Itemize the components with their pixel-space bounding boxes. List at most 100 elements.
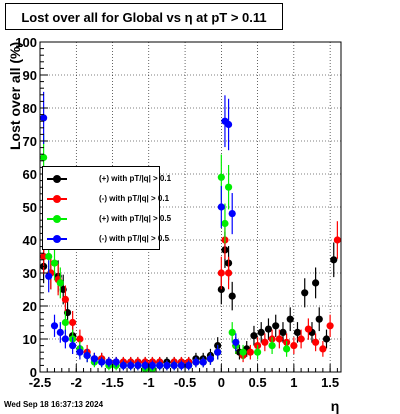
data-point: [283, 345, 291, 353]
legend-item-minus-01: (-) with pT/|q| > 0.1: [43, 189, 169, 209]
x-tick-label: -1: [143, 375, 155, 390]
data-point: [224, 183, 233, 191]
data-point: [40, 153, 48, 162]
data-point: [261, 338, 269, 346]
data-point: [333, 236, 341, 244]
legend-item-minus-05: (-) with pT/|q| > 0.5: [43, 229, 169, 249]
legend-label: (+) with pT/|q| > 0.5: [99, 214, 172, 223]
data-point: [228, 292, 236, 300]
chart-title-box: Lost over all for Global vs η at pT > 0.…: [5, 3, 283, 30]
data-point: [264, 325, 273, 333]
timestamp-footer: Wed Sep 18 16:37:13 2024: [4, 400, 104, 409]
x-tick-label: 1.5: [321, 375, 339, 390]
data-point: [279, 328, 287, 336]
data-point: [322, 335, 331, 343]
data-point: [105, 358, 113, 366]
data-point: [315, 315, 323, 323]
data-point: [297, 335, 305, 343]
y-tick-label: 80: [23, 101, 37, 116]
data-point: [177, 361, 186, 369]
data-point: [40, 252, 48, 261]
y-tick-label: 60: [23, 167, 37, 182]
data-point: [61, 318, 69, 327]
y-tick-label: 70: [23, 134, 37, 149]
data-point: [185, 361, 193, 369]
legend-marker: [53, 195, 61, 203]
data-point: [217, 203, 225, 211]
y-tick-label: 20: [23, 299, 37, 314]
data-point: [228, 210, 236, 218]
data-point: [192, 358, 200, 366]
data-point: [224, 269, 233, 277]
legend-marker: [53, 175, 61, 183]
legend-item-plus-05: (+) with pT/|q| > 0.5: [43, 209, 171, 229]
data-point: [56, 328, 64, 336]
y-tick-label: 100: [15, 35, 37, 50]
data-point: [217, 285, 225, 294]
data-point: [272, 322, 280, 330]
data-point: [246, 348, 254, 356]
data-point: [304, 325, 312, 333]
data-point: [239, 348, 247, 356]
data-point: [45, 252, 53, 261]
x-tick-label: -1.5: [101, 375, 123, 390]
y-tick-label: 90: [23, 68, 37, 83]
data-point: [98, 358, 106, 366]
data-point: [293, 328, 302, 336]
x-tick-label: 1: [290, 375, 297, 390]
y-axis-title: Lost over all (%): [7, 42, 23, 150]
data-point: [290, 342, 298, 350]
data-point: [170, 361, 178, 369]
legend: (+) with pT/|q| > 0.1 (-) with pT/|q| > …: [42, 166, 171, 250]
data-point: [206, 355, 215, 363]
data-point: [319, 345, 327, 353]
data-point: [228, 328, 236, 336]
x-tick-label: -2.5: [29, 375, 51, 390]
data-series: [40, 91, 341, 373]
data-point: [253, 348, 262, 356]
data-point: [326, 322, 334, 330]
data-point: [199, 358, 207, 366]
y-tick-label: 30: [23, 266, 37, 281]
data-point: [217, 269, 225, 277]
data-point: [134, 361, 142, 369]
y-tick-label: 40: [23, 233, 37, 248]
data-point: [69, 342, 77, 350]
data-point: [61, 335, 69, 343]
x-tick-label: 0: [218, 375, 225, 390]
data-point: [69, 318, 77, 327]
data-point: [330, 256, 338, 264]
chart-title: Lost over all for Global vs η at pT > 0.…: [21, 10, 267, 25]
y-tick-label: 0: [30, 365, 37, 380]
data-point: [250, 332, 258, 340]
data-point: [221, 219, 229, 228]
data-point: [76, 348, 84, 356]
y-tick-label: 50: [23, 200, 37, 215]
data-point: [286, 315, 294, 323]
x-tick-label: -0.5: [174, 375, 196, 390]
data-point: [232, 338, 240, 346]
data-point: [214, 348, 222, 356]
data-point: [45, 272, 53, 280]
data-point: [56, 279, 64, 287]
data-point: [148, 361, 157, 369]
data-point: [90, 355, 98, 363]
data-point: [119, 361, 128, 369]
legend-item-plus-01: (+) with pT/|q| > 0.1: [43, 169, 171, 189]
data-point: [312, 338, 320, 346]
x-tick-label: 0.5: [249, 375, 267, 390]
axes: -2.5 -2 -1.5 -1 -0.5 0 0.5 1 1.5 0 10 20 30 40 50 60 70 8…: [15, 35, 342, 390]
data-point: [40, 114, 48, 122]
data-point: [61, 295, 69, 303]
data-point: [156, 361, 164, 369]
data-point: [76, 335, 84, 343]
data-point: [268, 342, 276, 350]
data-point: [217, 173, 225, 181]
x-tick-label: -2: [70, 375, 82, 390]
data-point: [127, 361, 135, 369]
data-point: [112, 358, 120, 366]
legend-marker: [53, 215, 61, 223]
data-point: [141, 361, 149, 369]
data-point: [312, 279, 320, 287]
